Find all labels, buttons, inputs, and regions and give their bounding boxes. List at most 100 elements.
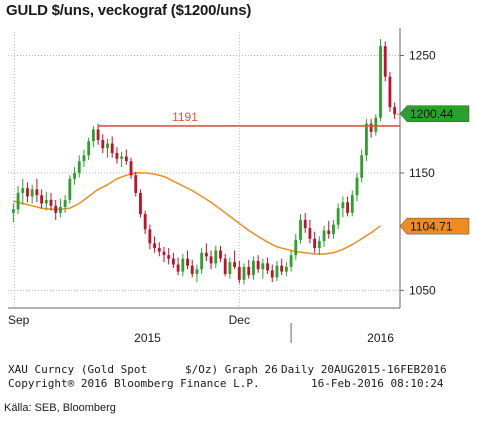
candle-body-57	[280, 265, 284, 272]
candle-62	[303, 212, 307, 233]
candle-81	[393, 102, 397, 119]
candle-78	[379, 39, 382, 122]
candle-26	[134, 171, 138, 197]
candle-body-43	[214, 250, 218, 264]
y-tick-label-1250: 1250	[409, 48, 436, 62]
candle-4	[30, 184, 34, 204]
candle-body-25	[129, 161, 133, 176]
candle-body-54	[266, 263, 269, 271]
candle-38	[190, 259, 194, 278]
chart-title: GULD $/uns, veckograf ($1200/uns)	[6, 2, 252, 19]
candle-46	[228, 257, 232, 279]
candle-40	[200, 248, 204, 274]
candle-body-9	[54, 205, 58, 213]
candle-body-16	[87, 141, 91, 156]
x-tick-label-1: 2015	[134, 331, 161, 345]
candle-13	[73, 167, 76, 185]
footer-left-1: XAU Curncy (Gold Spot	[8, 363, 148, 376]
candle-63	[308, 219, 312, 244]
candle-64	[313, 231, 317, 253]
candle-body-26	[134, 175, 138, 193]
y-tick-label-1050: 1050	[409, 283, 436, 297]
candle-23	[120, 151, 124, 168]
candle-43	[214, 245, 218, 269]
candle-body-61	[299, 219, 302, 240]
price-tag-box-0	[399, 105, 470, 122]
candle-body-37	[186, 258, 189, 266]
candle-9	[54, 199, 58, 220]
candle-body-51	[252, 261, 255, 276]
candle-73	[355, 172, 359, 202]
candle-body-22	[115, 152, 119, 159]
candle-body-4	[30, 189, 34, 197]
candle-25	[129, 157, 133, 179]
candle-body-44	[219, 250, 222, 259]
candle-body-63	[308, 228, 312, 239]
candle-28	[143, 210, 147, 235]
candle-6	[40, 189, 44, 209]
candle-body-46	[228, 262, 232, 274]
candle-body-79	[383, 46, 387, 77]
candle-body-40	[200, 252, 204, 270]
candle-body-6	[40, 195, 44, 204]
candle-33	[167, 248, 171, 265]
candle-69	[336, 203, 340, 230]
candle-77	[374, 114, 378, 136]
candle-body-2	[21, 188, 25, 193]
candle-14	[77, 155, 81, 178]
candle-body-71	[346, 202, 349, 213]
candle-body-53	[261, 263, 265, 270]
candle-45	[223, 253, 227, 277]
candle-body-12	[68, 178, 72, 200]
candle-71	[346, 196, 349, 217]
candle-51	[252, 256, 255, 280]
candle-32	[162, 246, 166, 263]
candle-57	[280, 258, 284, 276]
footer-right-1: Daily 20AUG2015-16FEB2016	[281, 363, 447, 376]
price-tag-label-1: 1104.71	[410, 220, 453, 234]
candle-body-58	[284, 266, 288, 272]
candle-11	[63, 195, 67, 213]
candle-72	[350, 190, 354, 217]
footer-mid-1: $/Oz) Graph 26	[185, 363, 278, 376]
candle-65	[317, 236, 321, 256]
candle-70	[341, 196, 345, 218]
candle-body-8	[49, 199, 53, 206]
candle-body-18	[96, 129, 100, 141]
candle-body-35	[176, 264, 180, 272]
candle-20	[106, 138, 109, 158]
candle-52	[256, 255, 260, 273]
footer-left-2: Copyright® 2016 Bloomberg Finance L.P.	[8, 377, 260, 390]
candle-68	[332, 219, 335, 239]
candle-21	[110, 136, 114, 158]
candle-24	[124, 149, 128, 165]
candle-35	[176, 257, 180, 276]
price-tag-1: 1104.71	[399, 217, 470, 235]
candle-41	[204, 243, 208, 262]
candle-19	[101, 134, 105, 153]
candle-body-73	[355, 177, 359, 196]
candle-60	[294, 234, 298, 260]
candle-36	[181, 253, 185, 277]
candle-body-3	[26, 188, 29, 197]
candle-body-47	[233, 262, 237, 267]
candle-0	[11, 203, 15, 223]
candle-body-67	[327, 230, 331, 235]
candle-56	[275, 261, 279, 281]
candle-body-64	[313, 238, 317, 249]
candle-body-81	[393, 107, 397, 115]
candle-body-13	[73, 172, 76, 179]
candle-body-29	[148, 229, 152, 244]
candle-body-33	[167, 255, 171, 259]
price-tag-label-0: 1200.44	[410, 107, 454, 121]
candle-body-62	[303, 219, 307, 229]
candle-body-70	[341, 202, 345, 209]
candle-body-78	[379, 46, 382, 118]
candle-body-42	[209, 256, 213, 264]
candle-55	[270, 264, 274, 283]
candle-47	[233, 250, 237, 270]
candle-49	[242, 263, 246, 285]
candle-body-5	[35, 189, 39, 196]
candle-18	[96, 123, 100, 145]
